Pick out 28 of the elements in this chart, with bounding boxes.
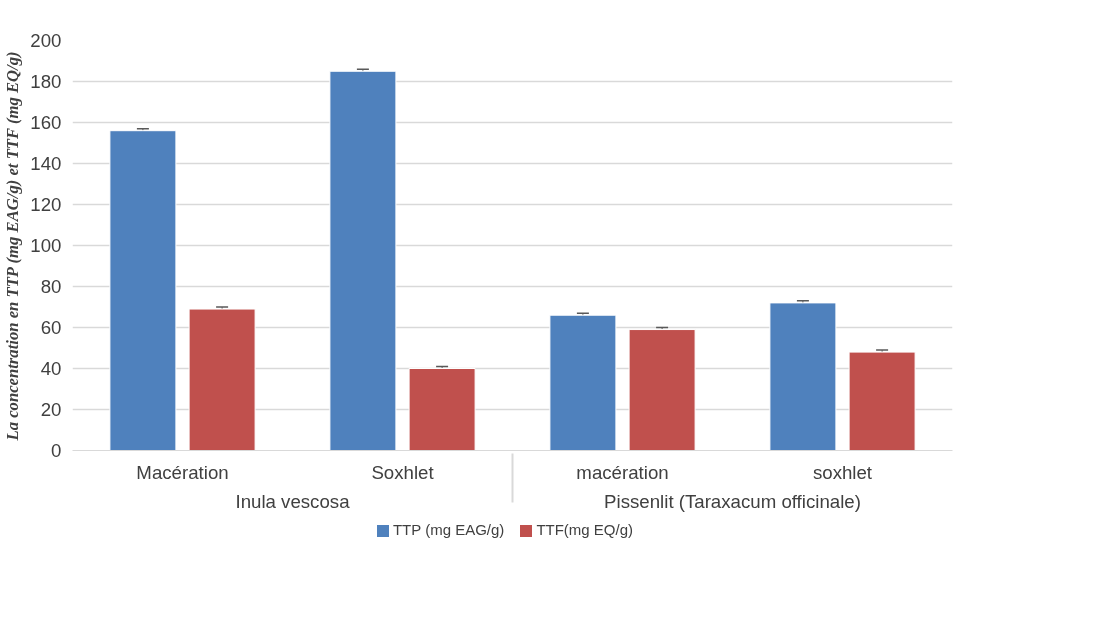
text: Pissenlit (Taraxacum officinale): [604, 490, 861, 512]
bar: [549, 314, 617, 451]
y-tick-label: 60: [40, 317, 62, 338]
bar: [188, 308, 256, 451]
y-tick-label: 20: [40, 399, 62, 420]
bar: [769, 302, 837, 451]
y-tick-label: 0: [51, 440, 62, 461]
legend-label: TTP (mg EAG/g): [391, 521, 505, 538]
y-tick-label: 80: [40, 276, 62, 297]
bar: [848, 351, 916, 451]
legend-label: TTF(mg EQ/g): [535, 521, 634, 538]
x-tick-label: soxhlet: [812, 461, 873, 483]
x-tick-label: Macération: [136, 461, 229, 483]
bar: [408, 368, 476, 451]
text: Inula vescosa: [235, 490, 351, 512]
y-tick-label: 100: [30, 235, 62, 256]
y-tick-label: 160: [30, 112, 62, 133]
bar: [329, 70, 397, 451]
y-tick-label: 200: [30, 30, 62, 51]
x-tick-label: macération: [576, 461, 669, 483]
x-tick-label: Soxhlet: [371, 461, 435, 483]
y-tick-label: 120: [30, 194, 62, 215]
bar: [109, 130, 177, 451]
y-axis-title: La concentration en TTP (mg EAG/g) et TTF (mg EQ/g): [3, 51, 23, 442]
bar: [628, 329, 696, 451]
y-tick-label: 140: [30, 153, 62, 174]
y-tick-label: 180: [30, 71, 62, 92]
y-tick-label: 40: [40, 358, 62, 379]
